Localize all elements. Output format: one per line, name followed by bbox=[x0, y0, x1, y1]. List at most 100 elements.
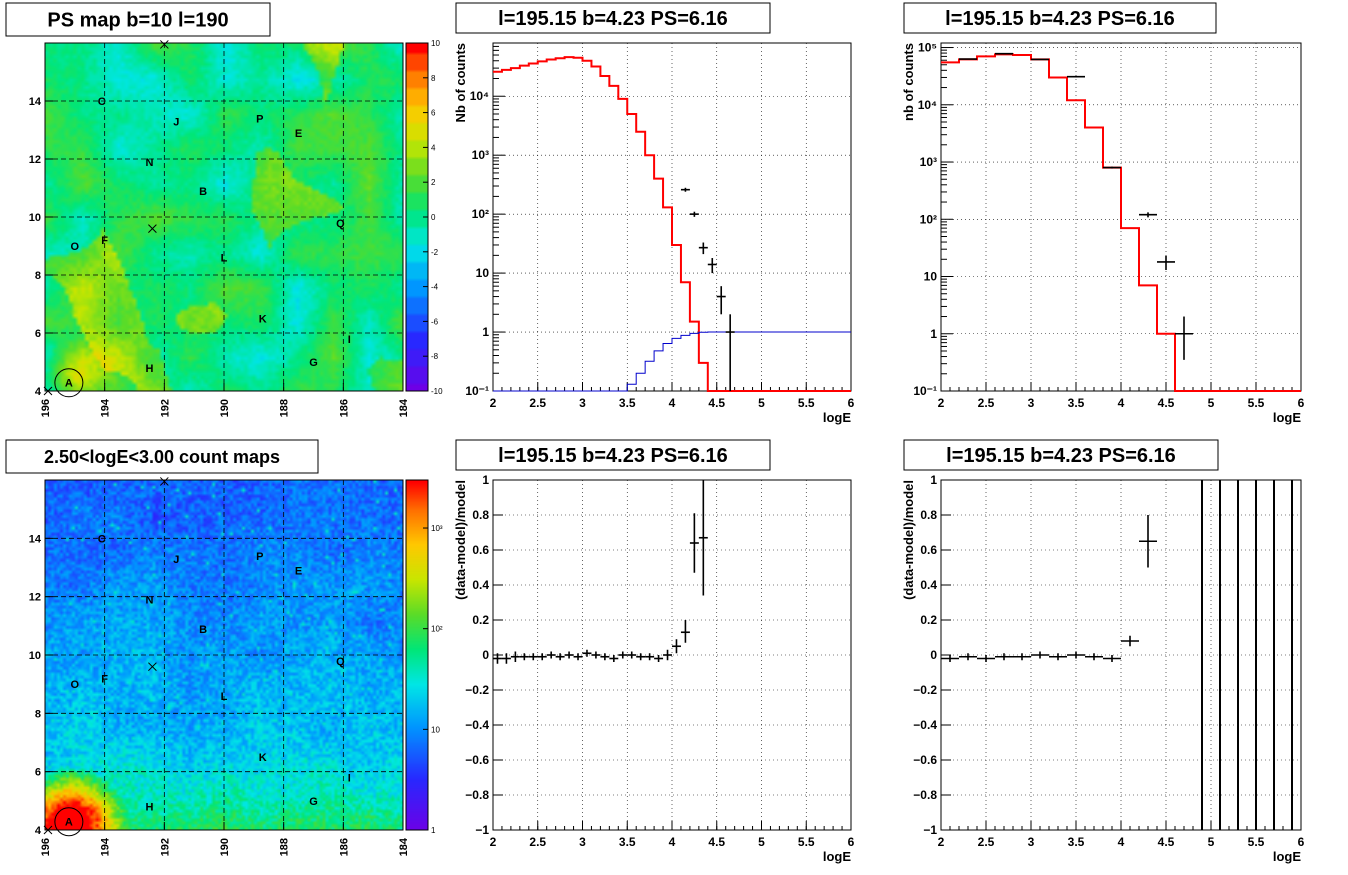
y-tick-label: −0.2 bbox=[913, 683, 937, 697]
x-tick-label: 3 bbox=[1028, 396, 1035, 410]
x-tick-label: 3 bbox=[579, 835, 586, 849]
y-tick-label: 0.4 bbox=[920, 578, 937, 592]
chart-title: l=195.15 b=4.23 PS=6.16 bbox=[946, 445, 1176, 467]
x-tick-label: 2 bbox=[938, 396, 945, 410]
y-tick-label: 10⁴ bbox=[918, 98, 937, 112]
x-tick-label: 3.5 bbox=[619, 396, 636, 410]
y-axis-label: (data-model)/model bbox=[453, 480, 468, 600]
scale-tick-label: 2 bbox=[431, 178, 436, 187]
source-label: A bbox=[65, 377, 73, 389]
source-label: G bbox=[309, 796, 318, 808]
source-label: I bbox=[348, 334, 351, 346]
x-tick-label: 5.5 bbox=[1248, 396, 1265, 410]
y-tick-label: −1 bbox=[923, 823, 937, 837]
y-tick-label: 10 bbox=[29, 650, 41, 662]
x-tick-label: 3 bbox=[579, 396, 586, 410]
source-label: Q bbox=[336, 218, 345, 230]
source-label: C bbox=[98, 533, 106, 545]
y-tick-label: 10 bbox=[476, 266, 490, 280]
x-tick-label: 6 bbox=[848, 835, 855, 849]
y-tick-label: 1 bbox=[482, 473, 489, 487]
chart-title: PS map b=10 l=190 bbox=[47, 10, 228, 32]
y-tick-label: 8 bbox=[35, 708, 41, 720]
scale-tick-label: 10 bbox=[431, 725, 440, 734]
y-tick-label: 0.6 bbox=[472, 543, 489, 557]
source-label: H bbox=[145, 802, 153, 814]
source-label: E bbox=[295, 128, 302, 140]
x-tick-label: 188 bbox=[279, 838, 291, 856]
y-tick-label: 10 bbox=[924, 270, 938, 284]
cross-marker bbox=[148, 224, 157, 233]
x-tick-label: 5.5 bbox=[798, 835, 815, 849]
y-tick-label: 10 bbox=[29, 212, 41, 224]
chart-title: l=195.15 b=4.23 PS=6.16 bbox=[945, 8, 1175, 30]
source-label: P bbox=[256, 551, 263, 563]
x-tick-label: 2.5 bbox=[978, 835, 995, 849]
cross-marker bbox=[159, 40, 169, 49]
y-axis-label: nb of counts bbox=[901, 43, 916, 121]
residual2-panel: 2 2.5 3 3.5 4 4.5 5 5.5 6 1 0.8 0.6 0.4 0.2 0 −0.2 −0.4 −… bbox=[901, 473, 1305, 864]
scale-tick-label: -6 bbox=[431, 317, 439, 326]
y-tick-label: 1 bbox=[930, 473, 937, 487]
title-box bbox=[455, 2, 771, 34]
source-label: B bbox=[199, 186, 207, 198]
scale-tick-label: 10³ bbox=[431, 524, 443, 533]
x-tick-label: 192 bbox=[159, 399, 171, 417]
x-tick-label: 196 bbox=[40, 399, 52, 417]
source-label: O bbox=[71, 241, 80, 253]
chart-title: 2.50<logE<3.00 count maps bbox=[44, 447, 280, 467]
y-tick-label: −0.2 bbox=[465, 683, 489, 697]
y-tick-label: 10³ bbox=[472, 148, 489, 162]
source-label: N bbox=[145, 595, 153, 607]
x-tick-label: 5 bbox=[1208, 396, 1215, 410]
x-tick-label: 192 bbox=[159, 838, 171, 856]
x-tick-label: 194 bbox=[100, 837, 112, 856]
y-tick-label: −0.6 bbox=[465, 753, 489, 767]
y-tick-label: 0 bbox=[482, 648, 489, 662]
y-tick-label: 10⁻¹ bbox=[913, 384, 937, 398]
x-tick-label: 5 bbox=[758, 835, 765, 849]
x-tick-label: 186 bbox=[338, 838, 350, 856]
source-circle bbox=[54, 807, 84, 837]
title-box bbox=[5, 439, 319, 474]
source-label: E bbox=[295, 565, 302, 577]
y-tick-label: 10² bbox=[472, 207, 489, 221]
x-tick-label: 188 bbox=[279, 399, 291, 417]
source-label: Q bbox=[336, 656, 345, 668]
source-label: I bbox=[348, 773, 351, 785]
source-label: B bbox=[199, 624, 207, 636]
y-tick-label: −0.6 bbox=[913, 753, 937, 767]
y-tick-label: 10⁴ bbox=[470, 89, 489, 103]
y-tick-label: 0.8 bbox=[920, 508, 937, 522]
chart-title: l=195.15 b=4.23 PS=6.16 bbox=[498, 445, 728, 467]
x-tick-label: 6 bbox=[1298, 396, 1305, 410]
count_map-panel: 196 194 192 190 188 186 184 4 6 8 10 12 14 C J P E N B Q O F L… bbox=[29, 477, 443, 856]
scale-tick-label: -4 bbox=[431, 283, 439, 292]
x-axis-label: logE bbox=[1273, 849, 1301, 864]
source-label: L bbox=[221, 691, 228, 703]
y-tick-label: −0.8 bbox=[913, 788, 937, 802]
x-tick-label: 2 bbox=[490, 396, 497, 410]
source-circle bbox=[54, 368, 84, 398]
ps_map-panel: 196 194 192 190 188 186 184 4 6 8 10 12 14 C J P E N B Q O F L… bbox=[29, 39, 443, 417]
y-tick-label: 4 bbox=[35, 825, 42, 837]
y-tick-label: 1 bbox=[482, 325, 489, 339]
color-scale bbox=[406, 43, 428, 391]
x-axis-label: logE bbox=[823, 410, 851, 425]
x-tick-label: 2 bbox=[938, 835, 945, 849]
source-label: H bbox=[145, 363, 153, 375]
scale-tick-label: 8 bbox=[431, 74, 436, 83]
x-tick-label: 5 bbox=[1208, 835, 1215, 849]
y-tick-label: 0 bbox=[930, 648, 937, 662]
y-tick-label: 14 bbox=[29, 96, 42, 108]
scale-tick-label: 10² bbox=[431, 625, 443, 634]
x-tick-label: 4.5 bbox=[1158, 396, 1175, 410]
x-tick-label: 2 bbox=[490, 835, 497, 849]
y-tick-label: 6 bbox=[35, 767, 41, 779]
color-scale bbox=[406, 480, 428, 830]
residual1-panel: 2 2.5 3 3.5 4 4.5 5 5.5 6 1 0.8 0.6 0.4 0.2 0 −0.2 −0.4 −… bbox=[453, 473, 855, 864]
x-tick-label: 5.5 bbox=[1248, 835, 1265, 849]
x-tick-label: 184 bbox=[398, 837, 410, 856]
cross-marker bbox=[43, 386, 53, 396]
y-tick-label: 6 bbox=[35, 328, 41, 340]
